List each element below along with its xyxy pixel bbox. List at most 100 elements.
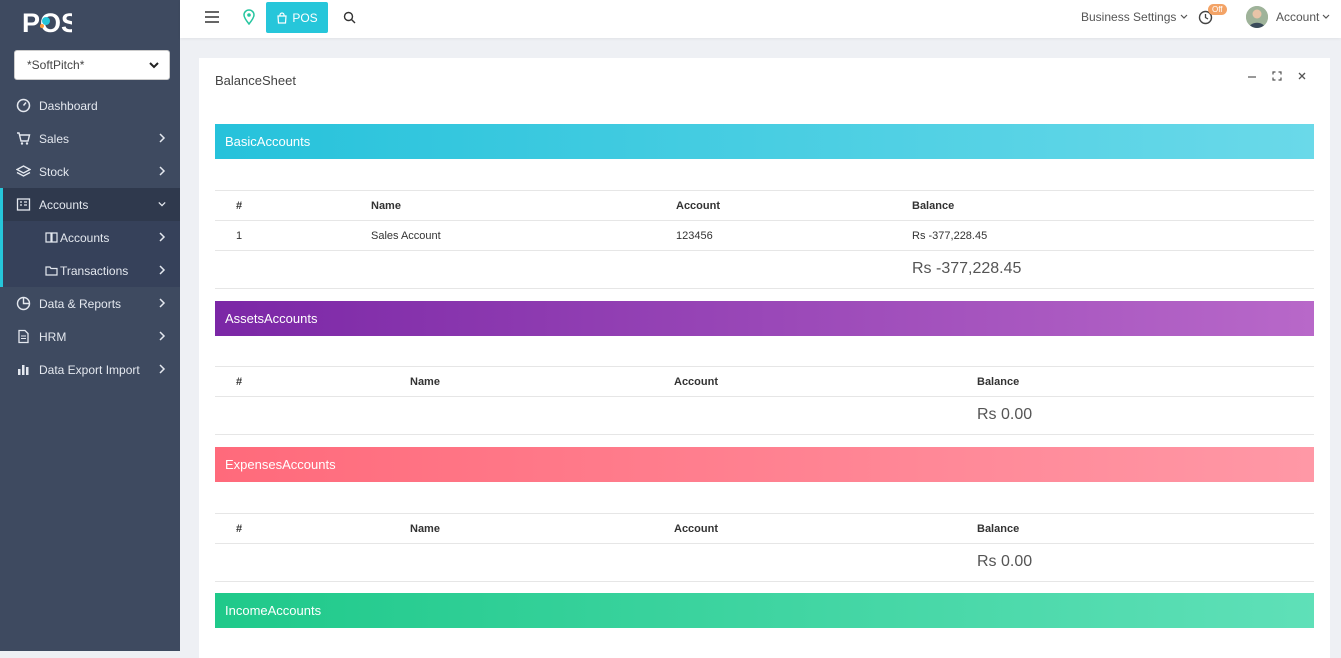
section-header-assets-accounts[interactable]: AssetsAccounts <box>215 301 1314 336</box>
table-header-row: # Name Account Balance <box>215 190 1314 220</box>
account-name: Sales Account <box>371 230 441 242</box>
card-tools <box>1246 70 1308 82</box>
sidebar-item-data-reports[interactable]: Data & Reports <box>0 287 180 320</box>
column-header: Account <box>676 200 720 212</box>
minimize-icon[interactable] <box>1246 70 1258 82</box>
document-icon <box>16 329 31 344</box>
sidebar-item-label: Accounts <box>60 230 110 245</box>
sidebar-item-stock[interactable]: Stock <box>0 155 180 188</box>
sidebar-item-label: HRM <box>39 329 67 344</box>
search-icon[interactable] <box>343 11 356 24</box>
expenses-accounts-table: # Name Account Balance Rs 0.00 <box>215 513 1314 582</box>
chevron-down-icon <box>1180 14 1188 19</box>
pie-chart-icon <box>16 296 31 311</box>
column-header: Name <box>410 376 440 388</box>
column-header: # <box>236 523 243 535</box>
table-header-row: # Name Account Balance <box>215 513 1314 543</box>
account-number: 123456 <box>676 230 713 242</box>
chevron-right-icon <box>159 133 166 143</box>
top-bar: POS Business Settings Off Account <box>180 0 1341 38</box>
section-total: Rs 0.00 <box>977 553 1033 570</box>
chevron-right-icon <box>159 232 166 242</box>
cart-icon <box>16 131 31 146</box>
total-row: Rs 0.00 <box>215 543 1314 582</box>
sidebar-item-hrm[interactable]: HRM <box>0 320 180 353</box>
pos-button[interactable]: POS <box>266 2 328 33</box>
column-header: Name <box>371 200 401 212</box>
sidebar-item-label: Sales <box>39 131 70 146</box>
chevron-down-icon <box>158 201 166 207</box>
account-label: Account <box>1276 10 1320 24</box>
column-header: Balance <box>977 376 1020 388</box>
sidebar-item-dashboard[interactable]: Dashboard <box>0 89 180 122</box>
account-balance: Rs -377,228.45 <box>912 230 988 242</box>
layers-icon <box>16 164 31 179</box>
sidebar-item-label: Data Export Import <box>39 362 140 377</box>
pos-button-label: POS <box>292 10 318 25</box>
sidebar-item-accounts[interactable]: Accounts <box>0 188 180 221</box>
column-header: Balance <box>912 200 955 212</box>
column-header: # <box>236 200 243 212</box>
chevron-down-icon <box>149 62 159 69</box>
sidebar-item-label: Transactions <box>60 263 129 278</box>
business-settings-menu[interactable]: Business Settings <box>1081 10 1188 24</box>
app-logo[interactable]: POS <box>0 0 180 44</box>
section-header-expenses-accounts[interactable]: ExpensesAccounts <box>215 447 1314 482</box>
column-header: Account <box>674 523 718 535</box>
assets-accounts-table: # Name Account Balance Rs 0.00 <box>215 366 1314 435</box>
account-menu[interactable]: Account <box>1246 6 1330 28</box>
sidebar-item-sales[interactable]: Sales <box>0 122 180 155</box>
chevron-right-icon <box>159 364 166 374</box>
folder-icon <box>45 264 58 277</box>
page-title: BalanceSheet <box>215 73 296 88</box>
bar-chart-icon <box>16 362 31 377</box>
fullscreen-icon[interactable] <box>1271 70 1283 82</box>
sidebar-subitem-transactions[interactable]: Transactions <box>0 254 180 287</box>
column-header: Name <box>410 523 440 535</box>
sidebar-item-label: Stock <box>39 164 70 179</box>
total-row: Rs 0.00 <box>215 396 1314 435</box>
branch-select[interactable]: *SoftPitch* <box>14 50 170 80</box>
table-header-row: # Name Account Balance <box>215 366 1314 396</box>
chevron-right-icon <box>159 265 166 275</box>
sidebar-item-label: Dashboard <box>39 98 98 113</box>
sidebar-subitem-accounts[interactable]: Accounts <box>0 221 180 254</box>
close-icon[interactable] <box>1296 70 1308 82</box>
avatar <box>1246 6 1268 28</box>
clock-icon[interactable] <box>1198 10 1213 25</box>
balance-sheet-card: BalanceSheet BasicAccounts # Name Accoun… <box>199 58 1330 658</box>
location-pin-icon[interactable] <box>242 9 256 25</box>
ledger-icon <box>16 197 31 212</box>
total-row: Rs -377,228.45 <box>215 250 1314 289</box>
sidebar-item-data-export-import[interactable]: Data Export Import <box>0 353 180 386</box>
branch-select-value: *SoftPitch* <box>27 58 85 72</box>
book-icon <box>45 231 58 244</box>
hamburger-menu-icon[interactable] <box>204 10 220 24</box>
sidebar-nav: Dashboard Sales Stock Accounts Accounts … <box>0 89 180 386</box>
section-header-basic-accounts[interactable]: BasicAccounts <box>215 124 1314 159</box>
column-header: # <box>236 376 243 388</box>
status-badge: Off <box>1208 4 1227 15</box>
section-title: IncomeAccounts <box>225 603 322 618</box>
chevron-right-icon <box>159 166 166 176</box>
column-header: Account <box>674 376 718 388</box>
section-title: BasicAccounts <box>225 134 311 149</box>
dashboard-icon <box>16 98 31 113</box>
section-total: Rs 0.00 <box>977 406 1033 423</box>
chevron-down-icon <box>1322 14 1330 19</box>
sidebar-item-label: Data & Reports <box>39 296 122 311</box>
chevron-right-icon <box>159 331 166 341</box>
column-header: Balance <box>977 523 1020 535</box>
section-title: AssetsAccounts <box>225 311 318 326</box>
sidebar: POS *SoftPitch* Dashboard Sales Stock Ac… <box>0 0 180 651</box>
section-title: ExpensesAccounts <box>225 457 336 472</box>
section-total: Rs -377,228.45 <box>912 260 1022 277</box>
section-header-income-accounts[interactable]: IncomeAccounts <box>215 593 1314 628</box>
business-settings-label: Business Settings <box>1081 10 1177 24</box>
chevron-right-icon <box>159 298 166 308</box>
shopping-bag-icon <box>277 11 287 24</box>
table-row[interactable]: 1 Sales Account 123456 Rs -377,228.45 <box>215 220 1314 250</box>
row-number: 1 <box>236 230 243 242</box>
sidebar-item-label: Accounts <box>39 197 89 212</box>
basic-accounts-table: # Name Account Balance 1 Sales Account 1… <box>215 190 1314 289</box>
